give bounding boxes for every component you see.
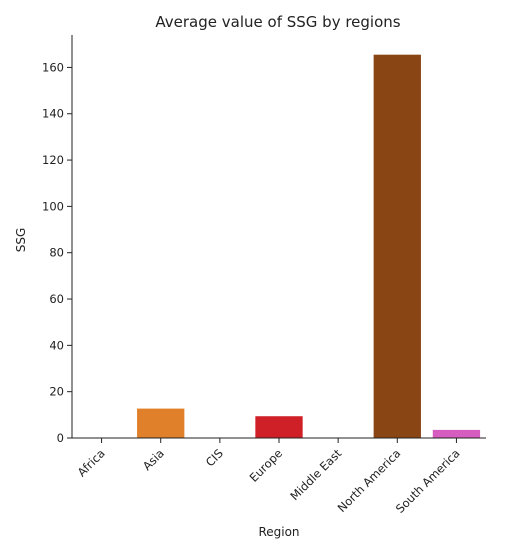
- y-tick-label: 40: [49, 338, 64, 352]
- y-tick-label: 60: [49, 292, 64, 306]
- y-tick-label: 20: [49, 385, 64, 399]
- x-tick-label: CIS: [203, 446, 226, 469]
- x-tick-label: Europe: [247, 446, 286, 485]
- y-tick-label: 80: [49, 246, 64, 260]
- x-tick-label: South America: [393, 446, 463, 516]
- y-tick-label: 0: [57, 431, 64, 445]
- y-tick-label: 140: [42, 107, 64, 121]
- y-axis-ticks: 0 20 40 60 80 100 120 140 160: [42, 60, 72, 445]
- chart-title: Average value of SSG by regions: [155, 13, 400, 31]
- x-axis-label: Region: [258, 525, 299, 539]
- bar-europe: [255, 416, 303, 438]
- y-tick-label: 160: [42, 60, 64, 74]
- x-tick-label: Asia: [140, 446, 167, 473]
- bar-asia: [137, 408, 185, 438]
- y-tick-label: 100: [42, 199, 64, 213]
- x-tick-label: Africa: [75, 446, 108, 479]
- x-tick-label: Middle East: [287, 446, 344, 503]
- y-axis-label: SSG: [14, 228, 28, 253]
- y-tick-label: 120: [42, 153, 64, 167]
- bar-south-america: [432, 429, 481, 438]
- bars: [137, 54, 481, 439]
- bar-north-america: [373, 54, 421, 439]
